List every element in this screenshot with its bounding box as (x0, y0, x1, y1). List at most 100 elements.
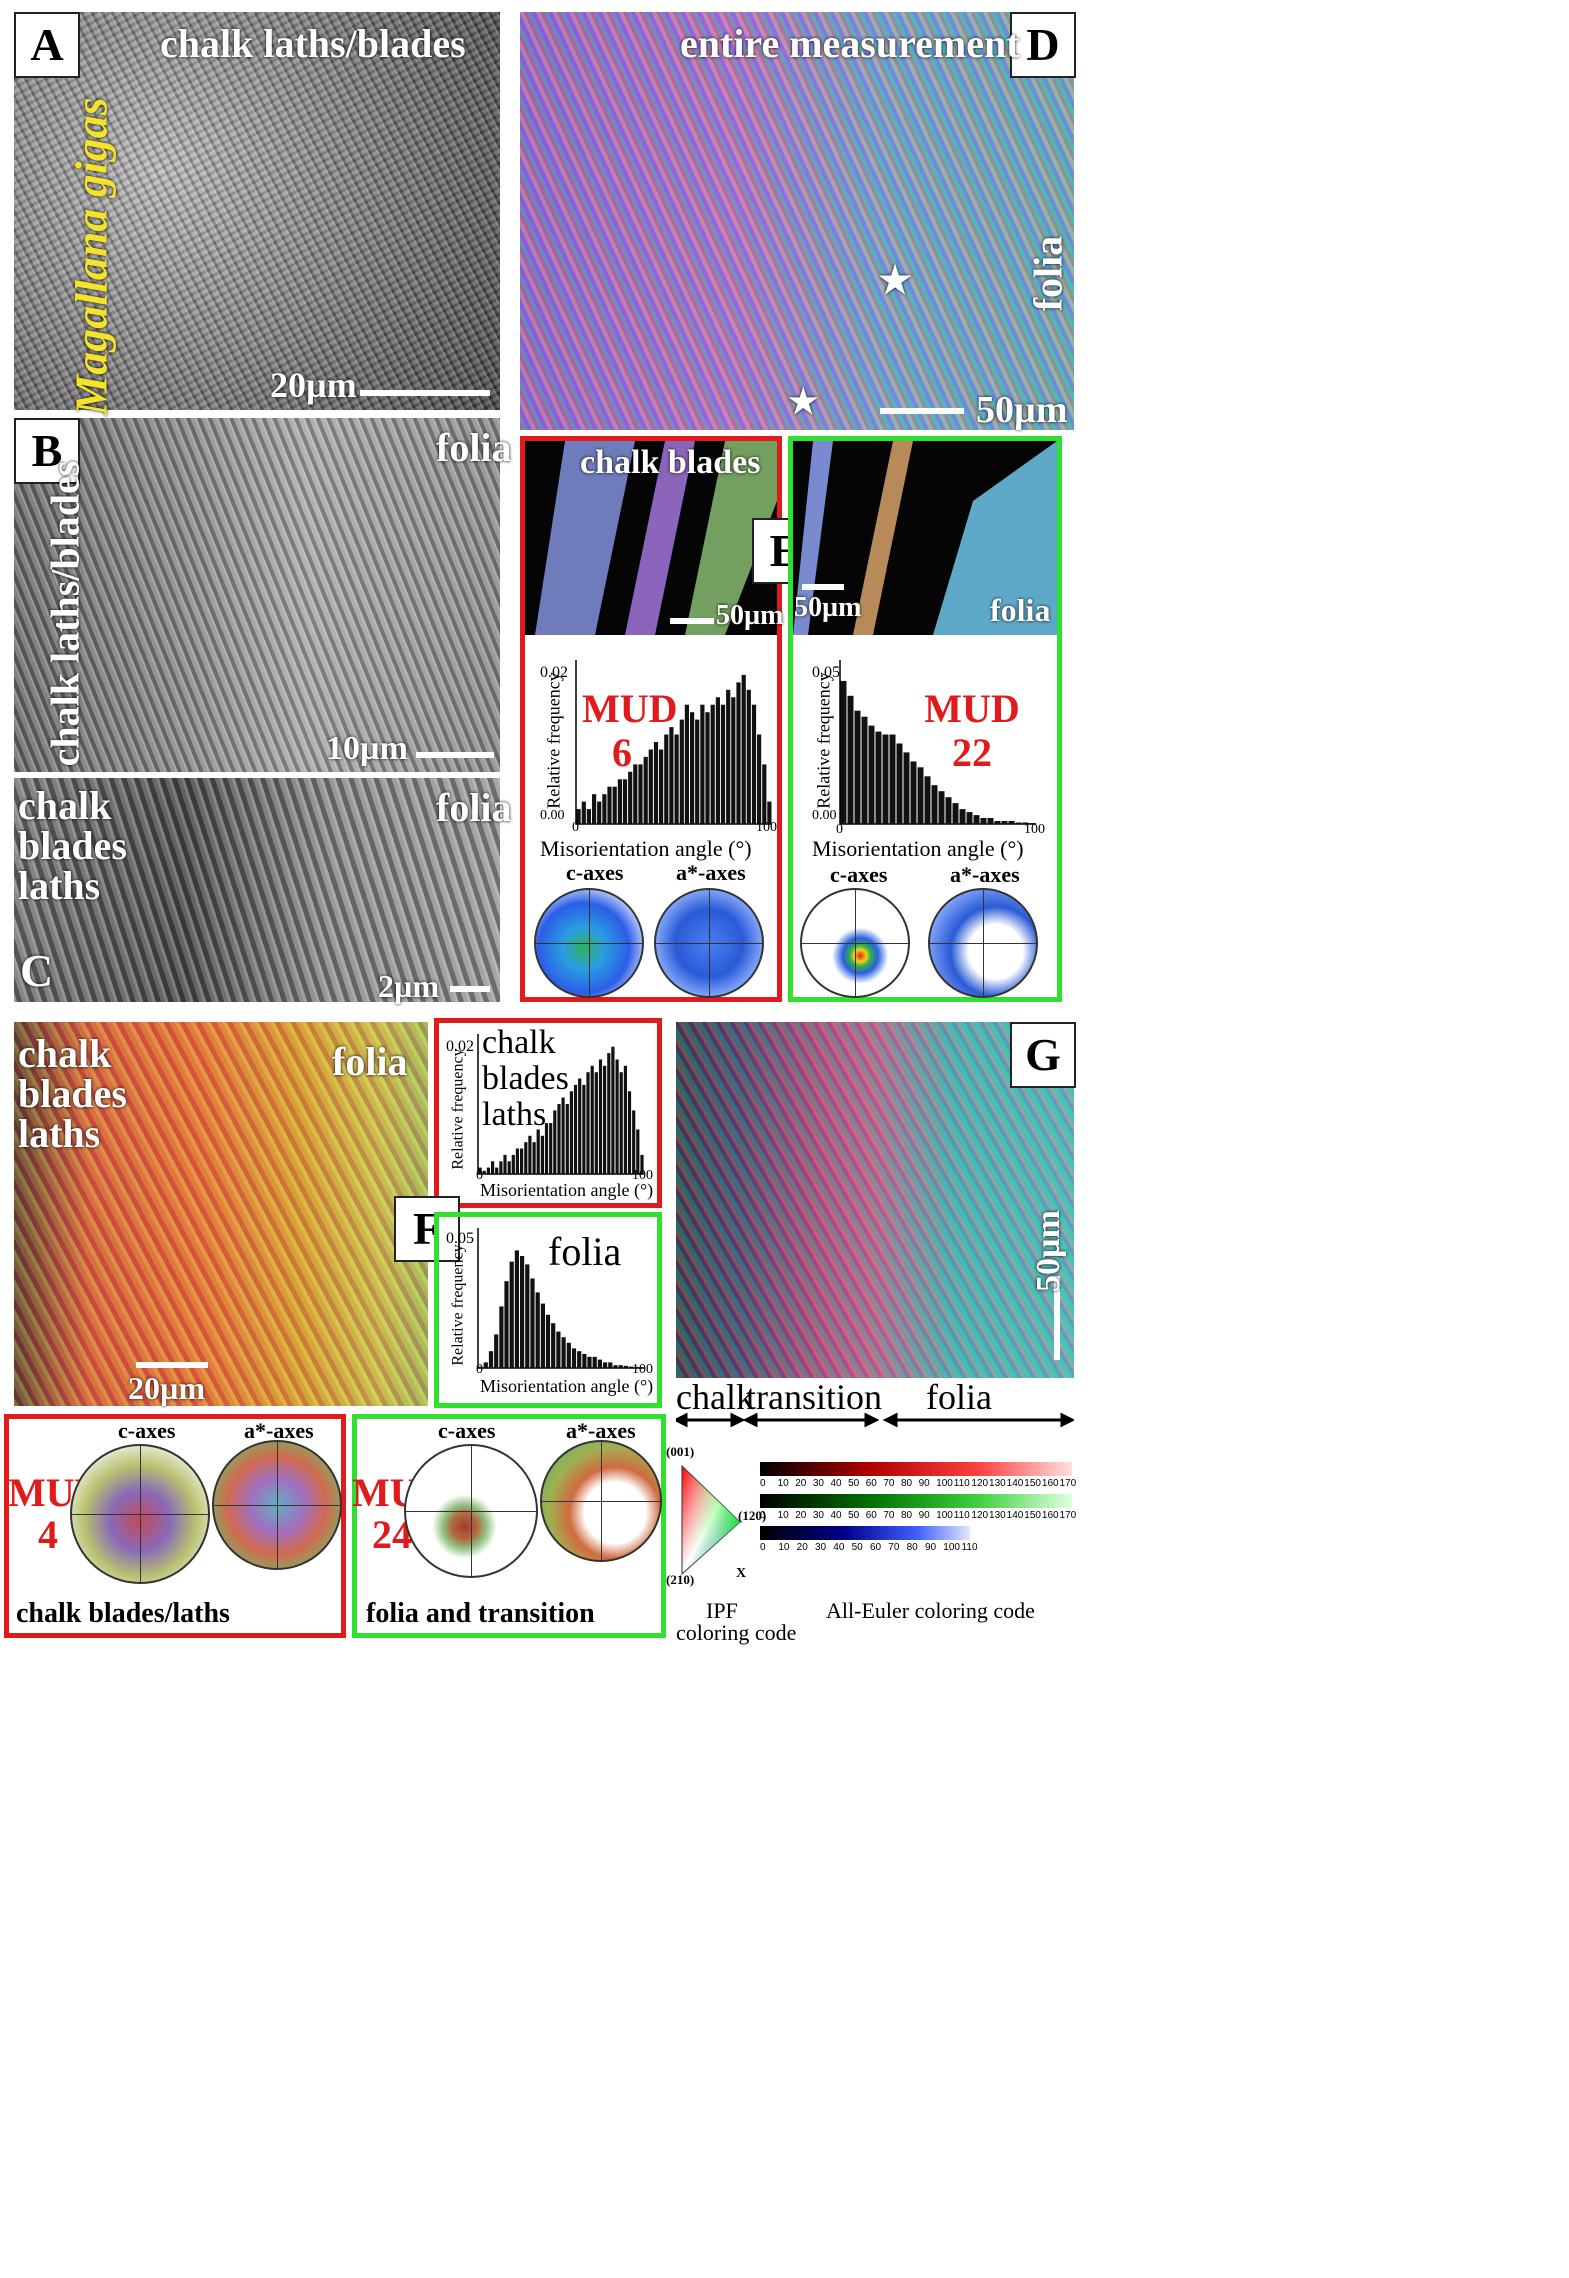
histogram-bar (840, 680, 847, 824)
panel-f-hist-top-box (434, 1018, 662, 1208)
histogram-bar (994, 821, 1001, 824)
euler-bar-blue (760, 1526, 970, 1540)
panel-f-map-label-left-1: chalk (18, 1031, 112, 1076)
panel-f-map-label-right: folia (332, 1039, 408, 1084)
panel-f-pole-right-label-2: a*-axes (566, 1418, 636, 1443)
histogram-bar (511, 1154, 515, 1174)
panel-f-hist-bottom-xtick0: 0 (476, 1362, 483, 1377)
panel-c-label-left-1: chalk (18, 783, 112, 828)
panel-f-scale-label: 20µm (128, 1370, 206, 1406)
histogram-bar (1015, 822, 1022, 824)
histogram-bar (931, 785, 938, 824)
panel-e-left-box (520, 436, 782, 1002)
histogram-bar (545, 1314, 551, 1368)
ipf-001-label: (001) (666, 1444, 695, 1459)
histogram-bar (556, 1331, 561, 1368)
panel-f-hist-top-ylabel: Relative frequency (449, 1048, 467, 1170)
histogram-bar (700, 704, 705, 824)
panel-e-left-pole1-label: c-axes (566, 860, 624, 885)
histogram-bar (966, 812, 973, 824)
panel-b-scale-bar (416, 752, 494, 758)
histogram-bar (524, 1142, 528, 1174)
histogram-bar (581, 801, 586, 824)
euler-ticks-green: 0 10 20 30 40 50 60 70 80 90 100 110 120 130 140 150 160… (760, 1510, 1076, 1524)
panel-f-hist-top-xlabel: Misorientation angle (°) (480, 1180, 654, 1200)
panel-e-left-scale-bar (670, 618, 714, 624)
euler-tick-label: 20 (796, 1542, 808, 1553)
euler-tick-label: 110 (961, 1542, 978, 1553)
histogram-bar (494, 1334, 499, 1368)
panel-a-scale-bar (360, 390, 490, 396)
histogram-bar (504, 1281, 509, 1368)
panel-c-scale-bar (450, 986, 490, 992)
euler-caption: All-Euler coloring code (826, 1598, 1035, 1623)
euler-tick-label: 100 (943, 1542, 960, 1553)
panel-d-letter: D (1010, 12, 1076, 78)
panel-e-right-scale-label: 50µm (794, 592, 862, 623)
histogram-bar (959, 809, 966, 824)
histogram-bar (634, 1366, 639, 1368)
histogram-bar (576, 809, 581, 824)
histogram-bar (602, 794, 607, 824)
euler-tick-label: 60 (865, 1510, 877, 1521)
histogram-bar (741, 674, 746, 824)
histogram-bar (684, 704, 689, 824)
histogram-bar (638, 764, 643, 824)
panel-f-hist-top-label-1: chalk (482, 1024, 556, 1061)
histogram-bar (757, 734, 762, 824)
euler-tick-label: 10 (777, 1510, 789, 1521)
euler-tick-label: 80 (900, 1510, 913, 1521)
panel-g-zone-folia: folia (926, 1377, 992, 1417)
panel-b-label-left: chalk laths/blades (42, 460, 88, 767)
panel-c-label-right: folia (436, 785, 512, 830)
panel-f-hist-top-label-3: laths (482, 1096, 547, 1133)
histogram-bar (586, 1072, 590, 1174)
euler-tick-label: 30 (814, 1542, 827, 1553)
histogram-bar (525, 1264, 530, 1368)
euler-ticks-red: 0 10 20 30 40 50 60 70 80 90 100 110 120 130 140 150 160… (760, 1478, 1076, 1492)
histogram-bar (619, 1072, 623, 1174)
histogram-bar (613, 1365, 618, 1368)
histogram-bar (695, 719, 700, 824)
histogram-bar (483, 1362, 488, 1368)
histogram-bar (617, 779, 622, 824)
histogram-bar (478, 1366, 483, 1368)
euler-tick-label: 130 (989, 1510, 1006, 1521)
histogram-bar (736, 682, 741, 824)
histogram-bar (615, 1059, 619, 1174)
panel-d-star-2: ★ (788, 384, 819, 421)
panel-c-letter: C (20, 945, 54, 996)
histogram-bar (607, 1053, 611, 1174)
histogram-bar (587, 1356, 592, 1368)
histogram-bar (608, 1362, 613, 1368)
histogram-bar (1022, 822, 1029, 824)
euler-bar-green (760, 1494, 1072, 1508)
ipf-120-label: (120) (738, 1508, 767, 1523)
histogram-bar (520, 1256, 525, 1368)
panel-e-right-ylabel: Relative frequency (813, 672, 834, 809)
histogram-bar (515, 1148, 519, 1174)
histogram-bar (623, 1365, 628, 1368)
panel-f-hist-bottom-ytick: 0.05 (446, 1230, 474, 1247)
panel-e-right-pole2-label: a*-axes (950, 862, 1020, 887)
euler-tick-label: 90 (924, 1542, 937, 1553)
panel-f-scale-bar (136, 1362, 208, 1368)
euler-tick-label: 0 (760, 1510, 766, 1521)
histogram-bar (679, 719, 684, 824)
histogram-bar (746, 689, 751, 824)
euler-tick-label: 100 (936, 1478, 953, 1489)
panel-g-zone-arrows (676, 1412, 1074, 1428)
euler-tick-label: 0 (760, 1478, 766, 1489)
histogram-bar (653, 742, 659, 824)
histogram-bar (640, 1154, 644, 1174)
euler-tick-label: 80 (906, 1542, 918, 1553)
histogram-bar (875, 731, 882, 824)
histogram-bar (611, 1046, 615, 1174)
histogram-bar (503, 1154, 507, 1174)
histogram-bar (607, 786, 612, 824)
histogram-bar (751, 704, 757, 824)
histogram-bar (565, 1104, 569, 1174)
histogram-bar (690, 712, 695, 824)
histogram-bar (478, 1167, 482, 1174)
histogram-bar (582, 1354, 587, 1368)
